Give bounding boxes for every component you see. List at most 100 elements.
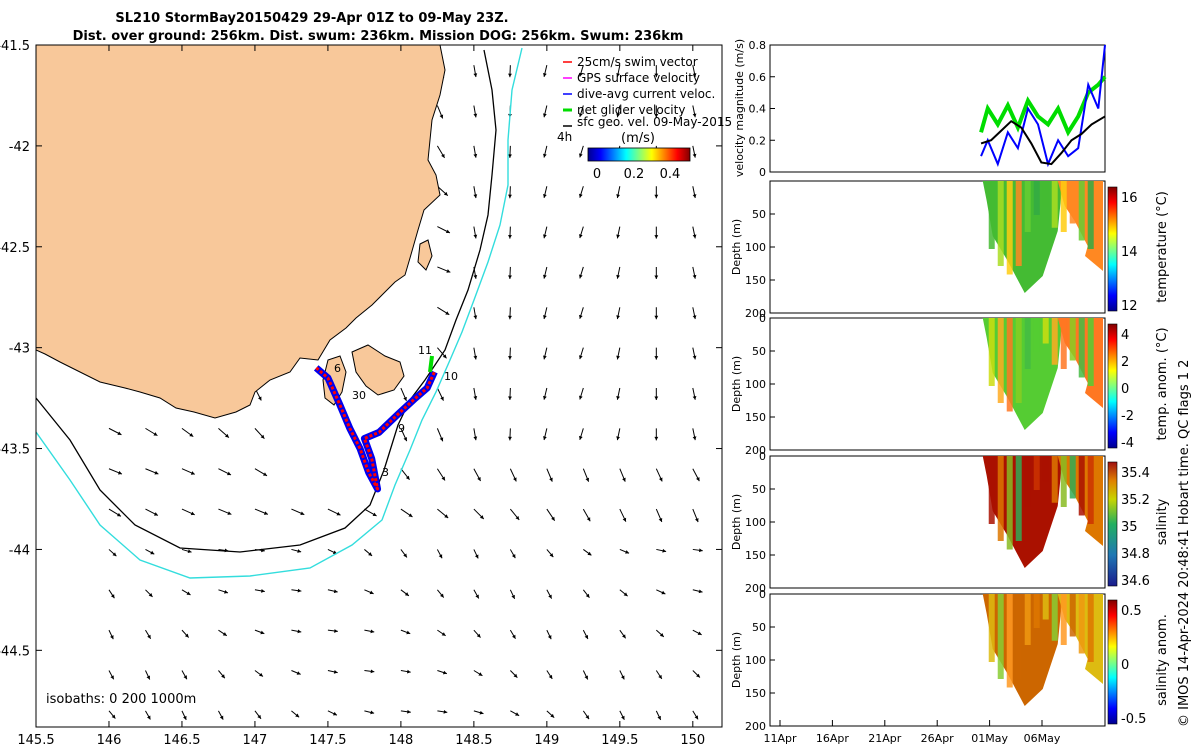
current-arrow-head xyxy=(473,73,478,78)
current-arrow-head xyxy=(513,673,518,678)
current-arrow-head xyxy=(372,512,377,516)
current-arrow-head xyxy=(111,714,116,719)
salinity-band xyxy=(1069,456,1076,499)
legend-swim: 25cm/s swim vector xyxy=(577,55,698,69)
current-arrow-head xyxy=(445,229,450,234)
map-x-tick-label: 148 xyxy=(388,733,413,748)
current-arrow-head xyxy=(547,635,552,640)
current-arrow-head xyxy=(477,477,481,482)
temp_anom-band xyxy=(1069,318,1076,361)
current-arrow-head xyxy=(692,395,697,400)
current-arrow-head xyxy=(219,715,224,720)
current-arrow-head xyxy=(654,275,659,279)
current-arrow-head xyxy=(616,274,620,279)
current-arrow-head xyxy=(117,431,122,435)
velocity-arrows xyxy=(108,64,703,721)
current-arrow-head xyxy=(696,673,700,678)
current-arrow-head xyxy=(439,437,444,442)
current-arrow-head xyxy=(654,315,659,320)
current-arrow-head xyxy=(336,511,341,516)
salinity-colorbar-tick: 34.6 xyxy=(1121,574,1150,589)
current-arrow-head xyxy=(297,588,302,593)
current-arrow-head xyxy=(579,72,583,77)
current-arrow-head xyxy=(260,434,265,439)
current-arrow-head xyxy=(508,234,512,239)
net-glider-velocity-mark xyxy=(428,355,434,373)
map-x-tick-label: 149.5 xyxy=(601,733,638,748)
salinity-colorbar-tick: 35.4 xyxy=(1121,466,1150,481)
current-arrow-head xyxy=(333,589,338,594)
temp_anom-y-tick-label: 150 xyxy=(745,411,766,424)
sal_anom-y-tick-label: 100 xyxy=(745,654,766,667)
map-y-tick-label: -44.5 xyxy=(0,644,30,659)
salinity-band xyxy=(1087,456,1094,524)
day-label: 3 xyxy=(382,466,389,479)
velocity-y-tick-label: 0.4 xyxy=(749,103,767,116)
day-label: 11 xyxy=(418,344,432,357)
current-arrow-head xyxy=(508,275,512,279)
current-arrow-head xyxy=(622,634,626,639)
current-arrow-head xyxy=(658,517,663,522)
current-arrow-head xyxy=(370,669,375,674)
current-arrow-head xyxy=(661,590,666,595)
temp_anom-band xyxy=(1078,318,1085,378)
current-arrow-head xyxy=(147,715,151,720)
temp_anom-y-tick-label: 50 xyxy=(752,345,766,358)
current-arrow-head xyxy=(654,396,659,401)
temperature-band xyxy=(1006,181,1013,275)
current-arrow-head xyxy=(692,113,697,118)
current-arrow-head xyxy=(579,234,583,239)
current-arrow-head xyxy=(543,153,547,158)
velocity-series xyxy=(979,44,1107,168)
tasmania-land xyxy=(36,45,446,419)
current-arrow-head xyxy=(692,315,697,320)
temp_anom-band xyxy=(1051,318,1058,365)
current-arrow-head xyxy=(110,594,115,599)
current-arrow-head xyxy=(110,635,114,640)
sal_anom-colorbar-tick: -0.5 xyxy=(1121,712,1146,727)
temp_anom-colorbar-tick: 2 xyxy=(1121,355,1129,370)
current-arrow-head xyxy=(183,675,187,680)
current-arrow-head xyxy=(586,517,591,522)
current-arrow-head xyxy=(692,234,697,239)
salinity-y-tick-label: 200 xyxy=(745,582,766,595)
sal_anom-band xyxy=(1006,594,1013,688)
map-x-tick-label: 147 xyxy=(243,733,268,748)
current-arrow-head xyxy=(440,396,444,401)
time-x-tick-label: 01May xyxy=(971,732,1008,745)
current-arrow-head xyxy=(116,512,121,517)
time-x-tick-label: 11Apr xyxy=(763,732,797,745)
temp_anom-colorbar-tick: -4 xyxy=(1121,436,1134,451)
map-x-axis: 145.5 146 146.5 147 147.5 148 148.5 149 149.5 150 xyxy=(17,45,705,748)
legend-gps: GPS surface velocity xyxy=(577,71,700,85)
current-arrow-head xyxy=(297,549,302,553)
current-arrow-head xyxy=(616,113,620,118)
temperature-band xyxy=(1060,181,1067,232)
current-arrow-head xyxy=(549,553,554,558)
sal_anom-band xyxy=(1015,594,1022,679)
day-label: 9 xyxy=(398,422,405,435)
sal_anom-band xyxy=(997,594,1004,679)
current-arrow-head xyxy=(697,631,702,635)
current-arrow-head xyxy=(543,194,547,198)
current-arrow-head xyxy=(110,675,114,680)
current-arrow-head xyxy=(332,711,337,716)
current-arrow-head xyxy=(657,715,661,720)
velocity-panel xyxy=(769,44,1106,173)
current-arrow-head xyxy=(692,194,697,198)
maria-island xyxy=(417,239,433,271)
salinity-band xyxy=(1042,456,1049,482)
map-y-tick-label: -42 xyxy=(9,140,30,155)
current-arrow-head xyxy=(224,589,228,594)
time-series-panels: velocity magnitude (m/s) 0 0.2 0.4 0.6 0.8 5… xyxy=(730,39,1170,733)
map-x-tick-label: 145.5 xyxy=(17,733,54,748)
current-arrow-head xyxy=(150,550,155,555)
current-arrow-head xyxy=(439,114,444,119)
current-arrow-head xyxy=(621,715,625,720)
speed-colorbar xyxy=(587,147,691,162)
current-arrow-head xyxy=(406,669,411,674)
current-arrow-head xyxy=(616,355,620,360)
current-arrow-head xyxy=(616,194,620,198)
current-arrow-head xyxy=(654,114,659,118)
sal_anom-colorbar xyxy=(1107,599,1118,725)
